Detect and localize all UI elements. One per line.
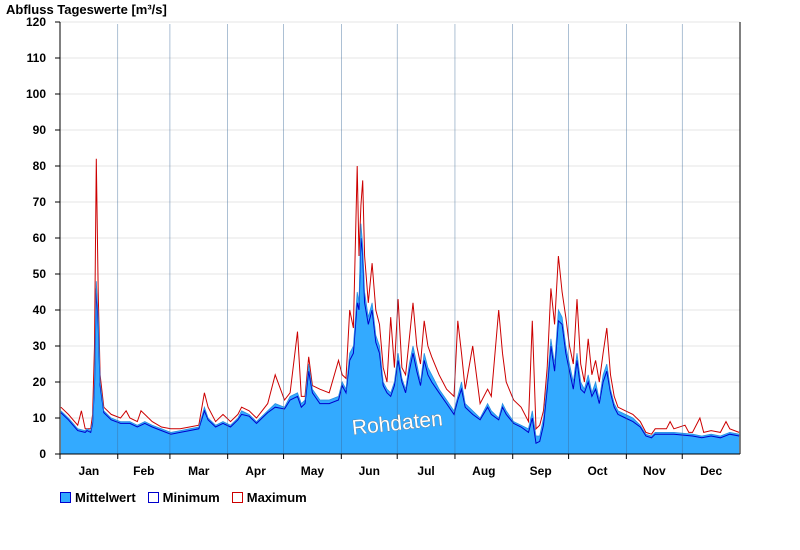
- x-tick-label-Dec: Dec: [700, 464, 722, 478]
- x-tick-label-Apr: Apr: [245, 464, 266, 478]
- mean-area: [60, 223, 740, 454]
- x-axis-ticks: Jan Feb Mar Apr May Jun Jul Aug Sep Oct Nov Dec: [59, 454, 722, 478]
- y-tick-label-90: 90: [33, 123, 47, 137]
- y-tick-label-120: 120: [26, 15, 46, 29]
- y-tick-label-60: 60: [33, 231, 47, 245]
- y-tick-label-80: 80: [33, 159, 47, 173]
- x-tick-label-Jul: Jul: [417, 464, 434, 478]
- x-tick-label-Mar: Mar: [188, 464, 210, 478]
- legend-item-minimum: Minimum: [147, 490, 220, 505]
- y-tick-label-40: 40: [33, 303, 47, 317]
- gridlines: [60, 21, 740, 419]
- month-dividers: [117, 24, 683, 454]
- series-lines: [60, 158, 740, 444]
- legend-swatch-maximum: [231, 492, 243, 503]
- legend-label-mean: Mittelwert: [75, 490, 136, 505]
- y-tick-label-100: 100: [26, 87, 46, 101]
- y-axis-ticks: 0 10 20 30 40 50 60 70 80 90 100 110 120: [26, 15, 60, 461]
- legend-label-minimum: Minimum: [162, 490, 220, 505]
- series-area-mean: [60, 223, 740, 454]
- x-tick-label-Jan: Jan: [79, 464, 100, 478]
- x-tick-label-May: May: [301, 464, 325, 478]
- legend-label-maximum: Maximum: [246, 490, 307, 505]
- series-line-minimum: [60, 237, 740, 444]
- y-tick-label-0: 0: [39, 447, 46, 461]
- legend: Mittelwert Minimum Maximum: [60, 490, 319, 505]
- y-axis-label: Abfluss Tageswerte [m³/s]: [6, 2, 167, 17]
- y-tick-label-20: 20: [33, 375, 47, 389]
- x-tick-label-Oct: Oct: [587, 464, 607, 478]
- x-tick-label-Jun: Jun: [359, 464, 380, 478]
- x-tick-label-Sep: Sep: [530, 464, 552, 478]
- y-tick-label-30: 30: [33, 339, 47, 353]
- y-tick-label-110: 110: [27, 51, 47, 65]
- x-tick-label-Feb: Feb: [133, 464, 154, 478]
- legend-swatch-minimum: [147, 492, 159, 503]
- x-tick-label-Aug: Aug: [472, 464, 495, 478]
- legend-item-mean: Mittelwert: [60, 490, 136, 505]
- y-tick-label-50: 50: [33, 267, 47, 281]
- series-line-maximum: [60, 158, 740, 435]
- series-line-mean: [60, 223, 740, 437]
- legend-swatch-mean: [60, 492, 71, 503]
- y-tick-label-70: 70: [33, 195, 47, 209]
- x-tick-label-Nov: Nov: [643, 464, 666, 478]
- y-tick-label-10: 10: [33, 411, 47, 425]
- legend-item-maximum: Maximum: [231, 490, 307, 505]
